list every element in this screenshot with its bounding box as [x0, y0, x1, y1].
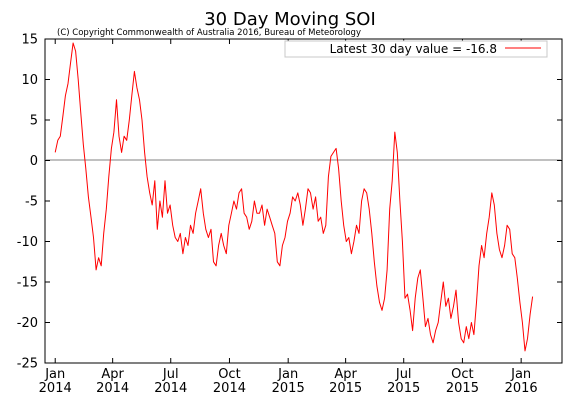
x-axis: Jan2014Apr2014Jul2014Oct2014Jan2015Apr20… — [39, 39, 538, 396]
x-tick-year: 2014 — [96, 381, 129, 396]
x-tick-year: 2015 — [329, 381, 362, 396]
x-tick-year: 2016 — [505, 381, 538, 396]
legend-label: Latest 30 day value = -16.8 — [330, 42, 497, 56]
y-tick-label: 10 — [21, 73, 38, 88]
x-tick-year: 2015 — [446, 381, 479, 396]
x-tick-year: 2015 — [387, 381, 420, 396]
y-axis: 15 10 5 0 -5 -10 -15 -20 -25 — [17, 33, 562, 372]
chart-title: 30 Day Moving SOI — [204, 9, 376, 30]
y-tick-label: -5 — [25, 195, 38, 210]
x-tick-month: Jul — [162, 367, 179, 382]
legend-box — [284, 40, 548, 58]
x-tick-month: Jan — [510, 367, 531, 382]
x-tick-month: Jan — [277, 367, 298, 382]
chart-copyright: (C) Copyright Commonwealth of Australia … — [57, 28, 361, 38]
x-tick-month: Jan — [44, 367, 65, 382]
soi-series-line — [54, 42, 534, 352]
x-tick-month: Jul — [395, 367, 412, 382]
x-tick-year: 2014 — [154, 381, 187, 396]
x-tick-month: Oct — [218, 367, 240, 382]
y-tick-label: -20 — [17, 316, 38, 331]
series-group — [54, 42, 534, 352]
x-tick-year: 2014 — [213, 381, 246, 396]
y-tick-label: -10 — [17, 235, 38, 250]
x-tick-month: Oct — [451, 367, 473, 382]
y-tick-label: -25 — [17, 357, 38, 372]
x-tick-year: 2014 — [39, 381, 72, 396]
x-tick-month: Apr — [334, 367, 357, 382]
x-tick-month: Apr — [101, 367, 124, 382]
x-tick-year: 2015 — [272, 381, 305, 396]
legend: Latest 30 day value = -16.8 — [284, 40, 548, 58]
plot-frame — [44, 38, 563, 364]
y-tick-label: -15 — [17, 276, 38, 291]
y-tick-label: 15 — [21, 33, 38, 48]
y-tick-label: 0 — [30, 154, 38, 169]
y-tick-label: 5 — [30, 114, 38, 129]
